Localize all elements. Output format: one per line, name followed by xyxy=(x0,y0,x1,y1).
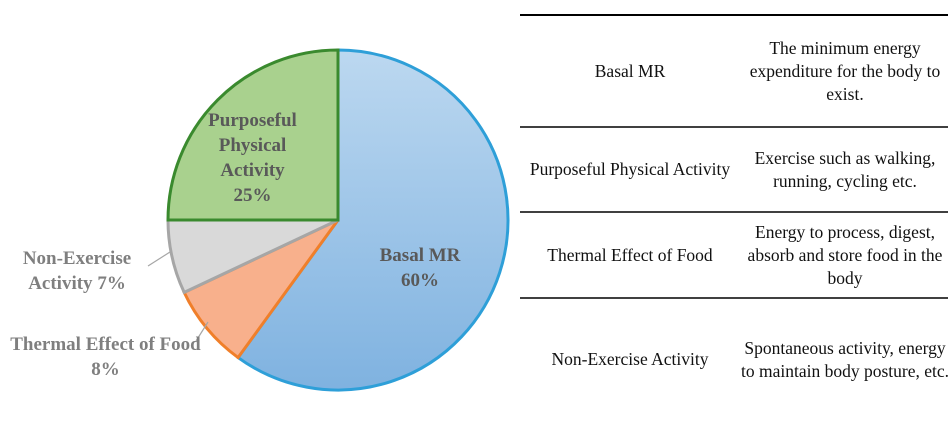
table-cell: Spontaneous activity, energy to maintain… xyxy=(740,298,948,421)
cell-text: Energy to process, digest, absorb and st… xyxy=(747,221,943,288)
slice-value: 25% xyxy=(233,185,272,206)
slice-name: Thermal Effect of Food xyxy=(10,334,201,355)
cell-text: The minimum energy expenditure for the b… xyxy=(749,37,941,104)
pie-slice xyxy=(235,48,510,392)
slice-name: Purposeful Physical Activity xyxy=(208,110,297,181)
slice-value: 60% xyxy=(401,270,439,291)
table-cell: Energy to process, digest, absorb and st… xyxy=(740,212,948,298)
slice-name: Basal MR xyxy=(379,245,461,266)
slice-label: Basal MR 60% xyxy=(370,243,470,293)
cell-text: Basal MR xyxy=(594,60,666,81)
cell-text: Spontaneous activity, energy to maintain… xyxy=(740,337,948,381)
table-cell: Thermal Effect of Food xyxy=(525,212,735,298)
table-cell: Basal MR xyxy=(525,15,735,127)
leader-line xyxy=(195,321,209,342)
slice-label: Purposeful Physical Activity 25% xyxy=(195,108,310,208)
table-cell: Exercise such as walking, running, cycli… xyxy=(740,127,948,212)
cell-text: Non-Exercise Activity xyxy=(551,349,709,369)
slice-label: Non-Exercise Activity 7% xyxy=(2,246,152,296)
table-cell: Purposeful Physical Activity xyxy=(525,127,735,212)
pie-slice xyxy=(166,48,340,222)
table-cell: Non-Exercise Activity xyxy=(525,298,735,421)
slice-value: 7% xyxy=(97,273,126,294)
cell-text: Purposeful Physical Activity xyxy=(529,159,731,179)
cell-text: Exercise such as walking, running, cycli… xyxy=(754,147,936,191)
cell-text: Thermal Effect of Food xyxy=(547,244,713,265)
slice-label: Thermal Effect of Food 8% xyxy=(8,332,203,382)
slice-value: 8% xyxy=(91,359,120,380)
slice-name: Non-Exercise Activity xyxy=(22,248,132,294)
table-cell: The minimum energy expenditure for the b… xyxy=(740,15,948,127)
leader-line xyxy=(147,251,171,267)
